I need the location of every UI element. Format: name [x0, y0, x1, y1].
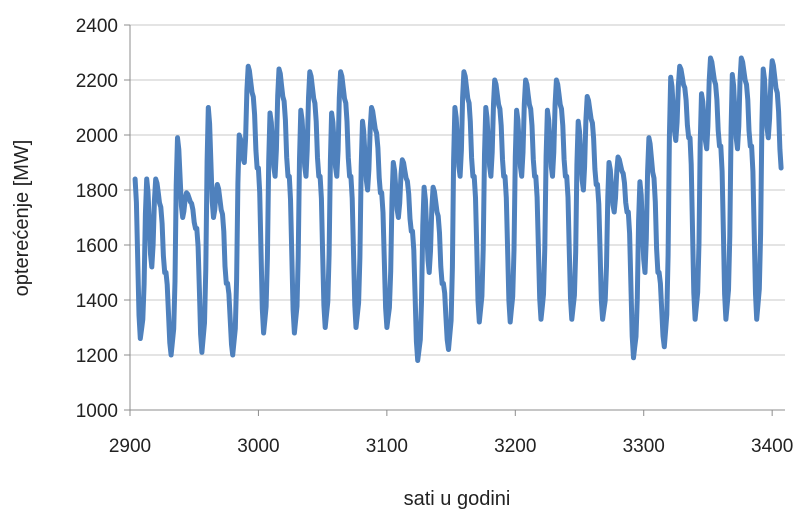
- y-tick-label: 1400: [76, 291, 118, 312]
- y-tick-label: 2000: [76, 126, 118, 147]
- y-tick-label: 1200: [76, 346, 118, 367]
- x-tick-label: 3300: [623, 436, 665, 457]
- x-tick-label: 3200: [494, 436, 536, 457]
- x-tick-label: 2900: [109, 436, 151, 457]
- y-tick-label: 2400: [76, 16, 118, 37]
- y-tick-label: 2200: [76, 71, 118, 92]
- series-layer: [132, 55, 784, 363]
- y-axis-title: opterećenje [MW]: [11, 140, 33, 297]
- x-axis-title: sati u godini: [404, 488, 511, 510]
- series-line: [132, 55, 784, 363]
- y-tick-label: 1800: [76, 181, 118, 202]
- x-tick-label: 3000: [237, 436, 279, 457]
- x-tick-label: 3400: [751, 436, 793, 457]
- axis-layer: 1000 1200 1400 1600 1800 2000 2200 2400 2900 3000…: [76, 16, 794, 457]
- y-tick-label: 1000: [76, 401, 118, 422]
- x-tick-label: 3100: [366, 436, 408, 457]
- y-tick-label: 1600: [76, 236, 118, 257]
